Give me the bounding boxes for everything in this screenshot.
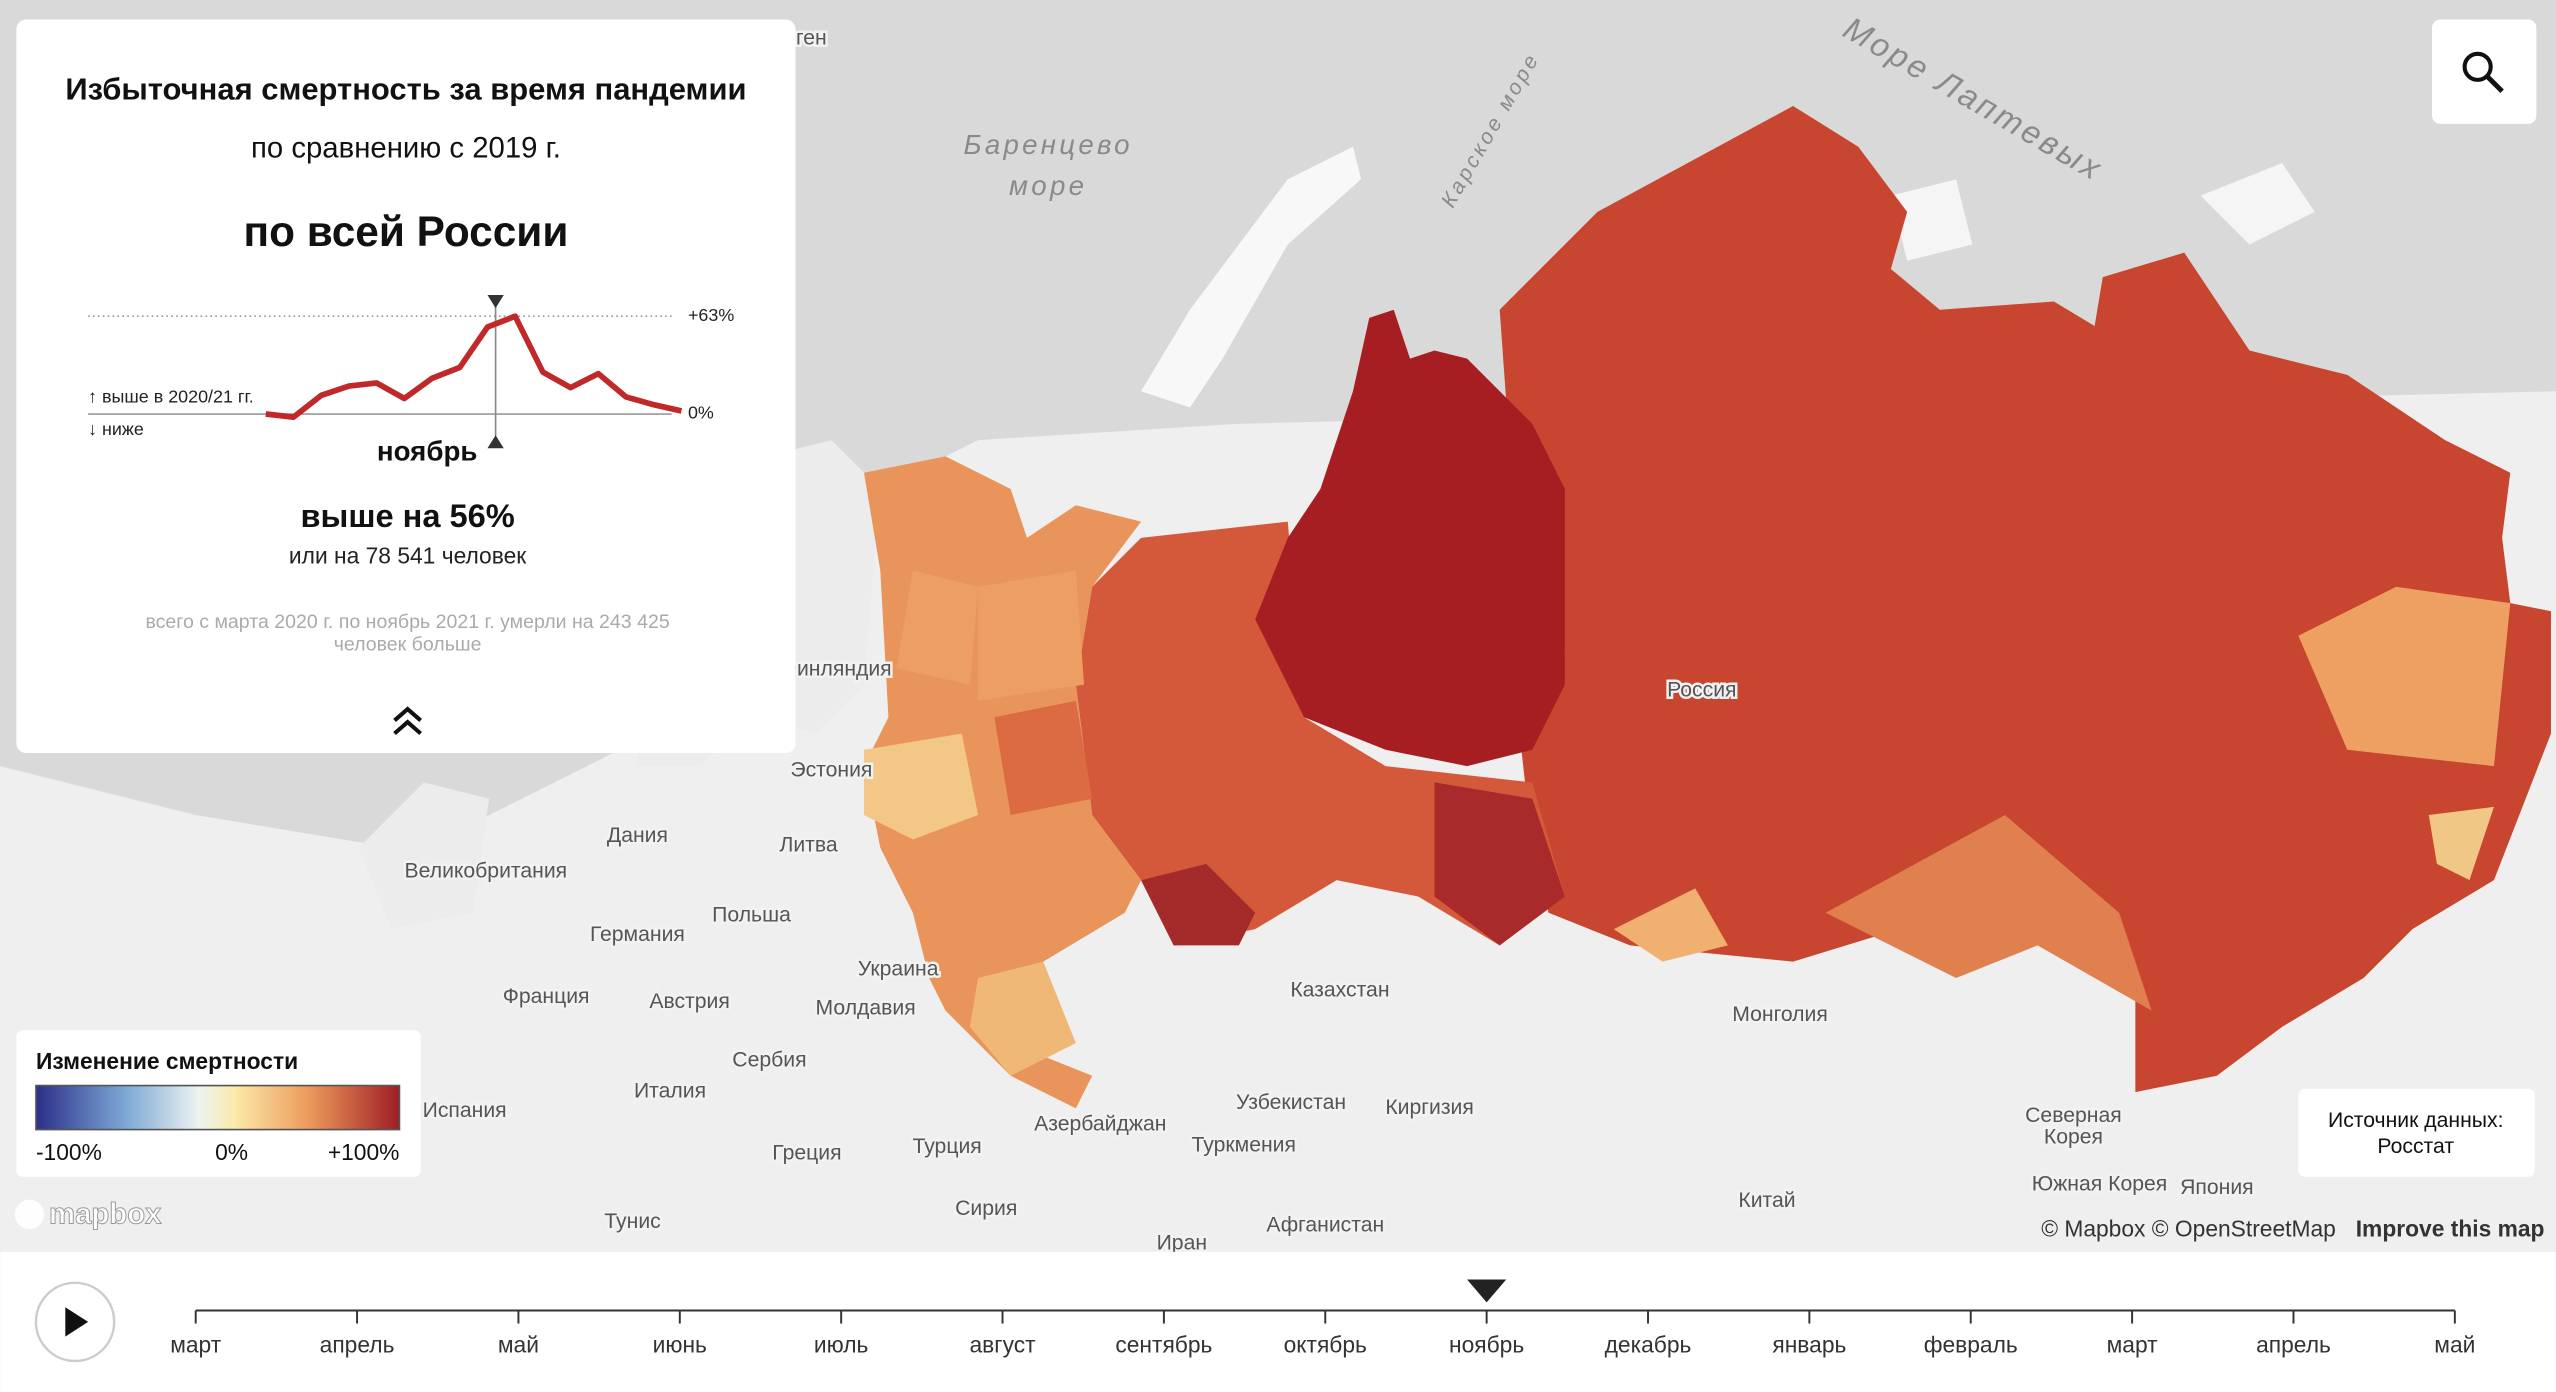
search-button[interactable] [2432, 19, 2537, 124]
improve-link[interactable]: Improve this map [2356, 1216, 2545, 1242]
map-label: Литва [779, 834, 837, 857]
map-label: Украина [858, 957, 939, 980]
spark-above-label: ↑ выше в 2020/21 гг. [88, 386, 254, 406]
panel-people: или на 78 541 человек [289, 542, 527, 568]
timeline-month[interactable]: апрель [2256, 1331, 2331, 1357]
panel-total: человек больше [334, 634, 482, 656]
attribution[interactable]: © Mapbox © OpenStreetMap [2041, 1216, 2336, 1242]
map-label: Монголия [1732, 1003, 1828, 1026]
map-label: Афганистан [1266, 1213, 1384, 1236]
timeline-month[interactable]: март [2107, 1331, 2159, 1357]
map-label: Туркмения [1192, 1133, 1296, 1156]
map-label: Сирия [955, 1197, 1017, 1220]
map-label: Сербия [732, 1049, 806, 1072]
source-box: Источник данных: Росстат [2298, 1088, 2535, 1177]
timeline-month[interactable]: май [2434, 1331, 2475, 1357]
timeline-month[interactable]: ноябрь [1449, 1331, 1524, 1357]
timeline-month[interactable]: сентябрь [1115, 1331, 1212, 1357]
map-label: Корея [2044, 1125, 2103, 1148]
map-label: Азербайджан [1034, 1112, 1166, 1135]
map-label: Финляндия [781, 658, 892, 681]
map-label: Великобритания [405, 860, 568, 883]
map-label: Испания [423, 1099, 507, 1122]
panel-total: всего с марта 2020 г. по ноябрь 2021 г. … [145, 611, 669, 633]
legend-title: Изменение смертности [36, 1048, 298, 1074]
timeline-month[interactable]: февраль [1924, 1331, 2018, 1357]
legend: Изменение смертности -100% 0% +100% [16, 1030, 421, 1177]
map-label: Австрия [649, 990, 729, 1013]
panel-title: Избыточная смертность за время пандемии [65, 71, 746, 106]
map-label: Италия [634, 1080, 706, 1103]
map-label: Эстония [790, 759, 872, 782]
spark-tick-label: +63% [688, 305, 734, 325]
map-label: Тунис [604, 1210, 661, 1233]
map-label: Узбекистан [1236, 1091, 1346, 1114]
legend-max: +100% [328, 1139, 400, 1165]
map-label: Молдавия [816, 997, 916, 1020]
play-button[interactable] [34, 1281, 116, 1363]
map-label: Киргизия [1385, 1096, 1473, 1119]
map-label: Япония [2180, 1176, 2254, 1199]
timeline: март апрель май июнь июль август сентябрь октяб… [0, 1251, 2556, 1392]
map-label: Россия [1667, 679, 1736, 702]
legend-min: -100% [36, 1139, 102, 1165]
panel-result: выше на 56% [300, 497, 514, 534]
map-label: Казахстан [1290, 979, 1389, 1002]
info-panel: Избыточная смертность за время пандемии … [16, 19, 796, 754]
collapse-button[interactable] [393, 706, 422, 736]
source-text: Росстат [2377, 1135, 2454, 1158]
timeline-month[interactable]: апрель [320, 1331, 395, 1357]
timeline-month[interactable]: май [498, 1331, 539, 1357]
sparkline: +63% 0% ↑ выше в 2020/21 гг. ↓ ниже ноябрь [88, 295, 734, 466]
mapbox-logo[interactable]: mapbox [14, 1197, 163, 1231]
timeline-month[interactable]: июнь [653, 1331, 707, 1357]
timeline-marker[interactable] [1467, 1279, 1507, 1303]
map-labels: ШпицбергенБаренцевомореКарское мореМоре … [402, 9, 2256, 1257]
timeline-month[interactable]: январь [1772, 1331, 1846, 1357]
map-label: Франция [503, 985, 590, 1008]
map-label: Польша [712, 904, 791, 927]
legend-mid: 0% [215, 1139, 248, 1165]
map-label: Дания [607, 824, 668, 847]
map-label: Китай [1738, 1189, 1795, 1212]
spark-line [265, 313, 683, 420]
source-text: Источник данных: [2328, 1109, 2503, 1132]
spark-selected-label: ноябрь [377, 435, 477, 466]
spark-tick-label: 0% [688, 403, 714, 423]
map-label: Баренцево [964, 129, 1133, 160]
timeline-month[interactable]: октябрь [1284, 1331, 1367, 1357]
map-label: Иран [1157, 1231, 1207, 1254]
spark-below-label: ↓ ниже [88, 419, 144, 439]
map-label: Южная Корея [2032, 1173, 2168, 1196]
timeline-month[interactable]: август [969, 1331, 1036, 1357]
timeline-month[interactable]: март [170, 1331, 222, 1357]
map-label: Греция [772, 1142, 841, 1165]
panel-subtitle: по сравнению с 2019 г. [251, 132, 561, 165]
map-label: Германия [590, 923, 685, 946]
map-label: Северная [2025, 1104, 2122, 1127]
map-label: море [1009, 170, 1087, 201]
map-label: Турция [912, 1135, 981, 1158]
timeline-month[interactable]: июль [814, 1331, 869, 1357]
logo-text: mapbox [49, 1198, 162, 1231]
panel-region: по всей России [244, 208, 569, 255]
timeline-month[interactable]: декабрь [1605, 1331, 1692, 1357]
